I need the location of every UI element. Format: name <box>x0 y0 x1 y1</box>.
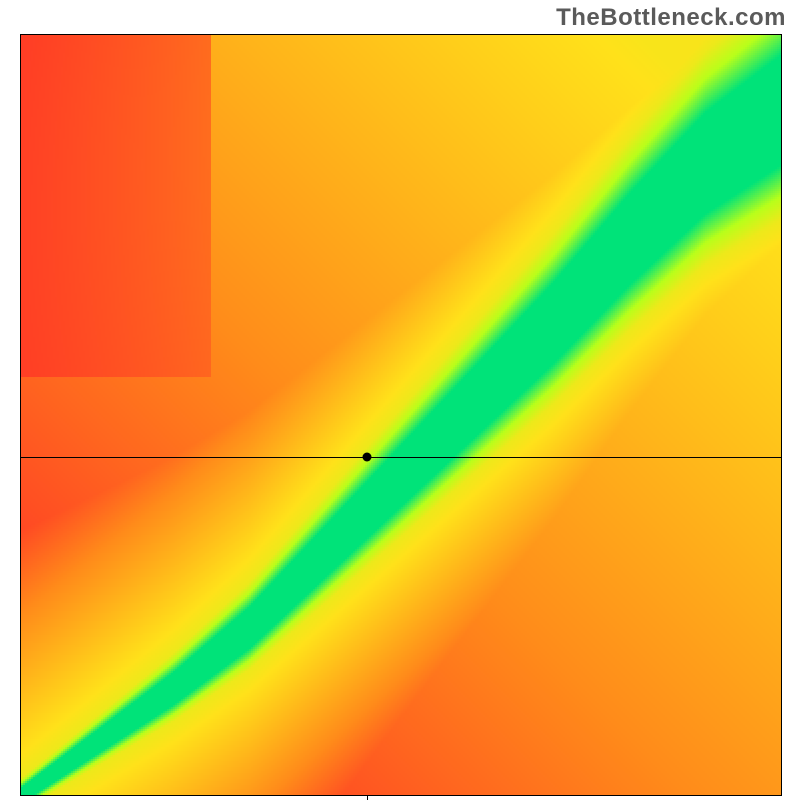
chart-container: TheBottleneck.com <box>0 0 800 800</box>
crosshair-vertical-line <box>367 795 368 800</box>
heatmap-canvas <box>21 35 781 795</box>
heatmap-plot-area <box>20 34 782 796</box>
crosshair-horizontal-line <box>21 457 781 458</box>
watermark-text: TheBottleneck.com <box>556 4 786 32</box>
crosshair-dot <box>362 452 371 461</box>
